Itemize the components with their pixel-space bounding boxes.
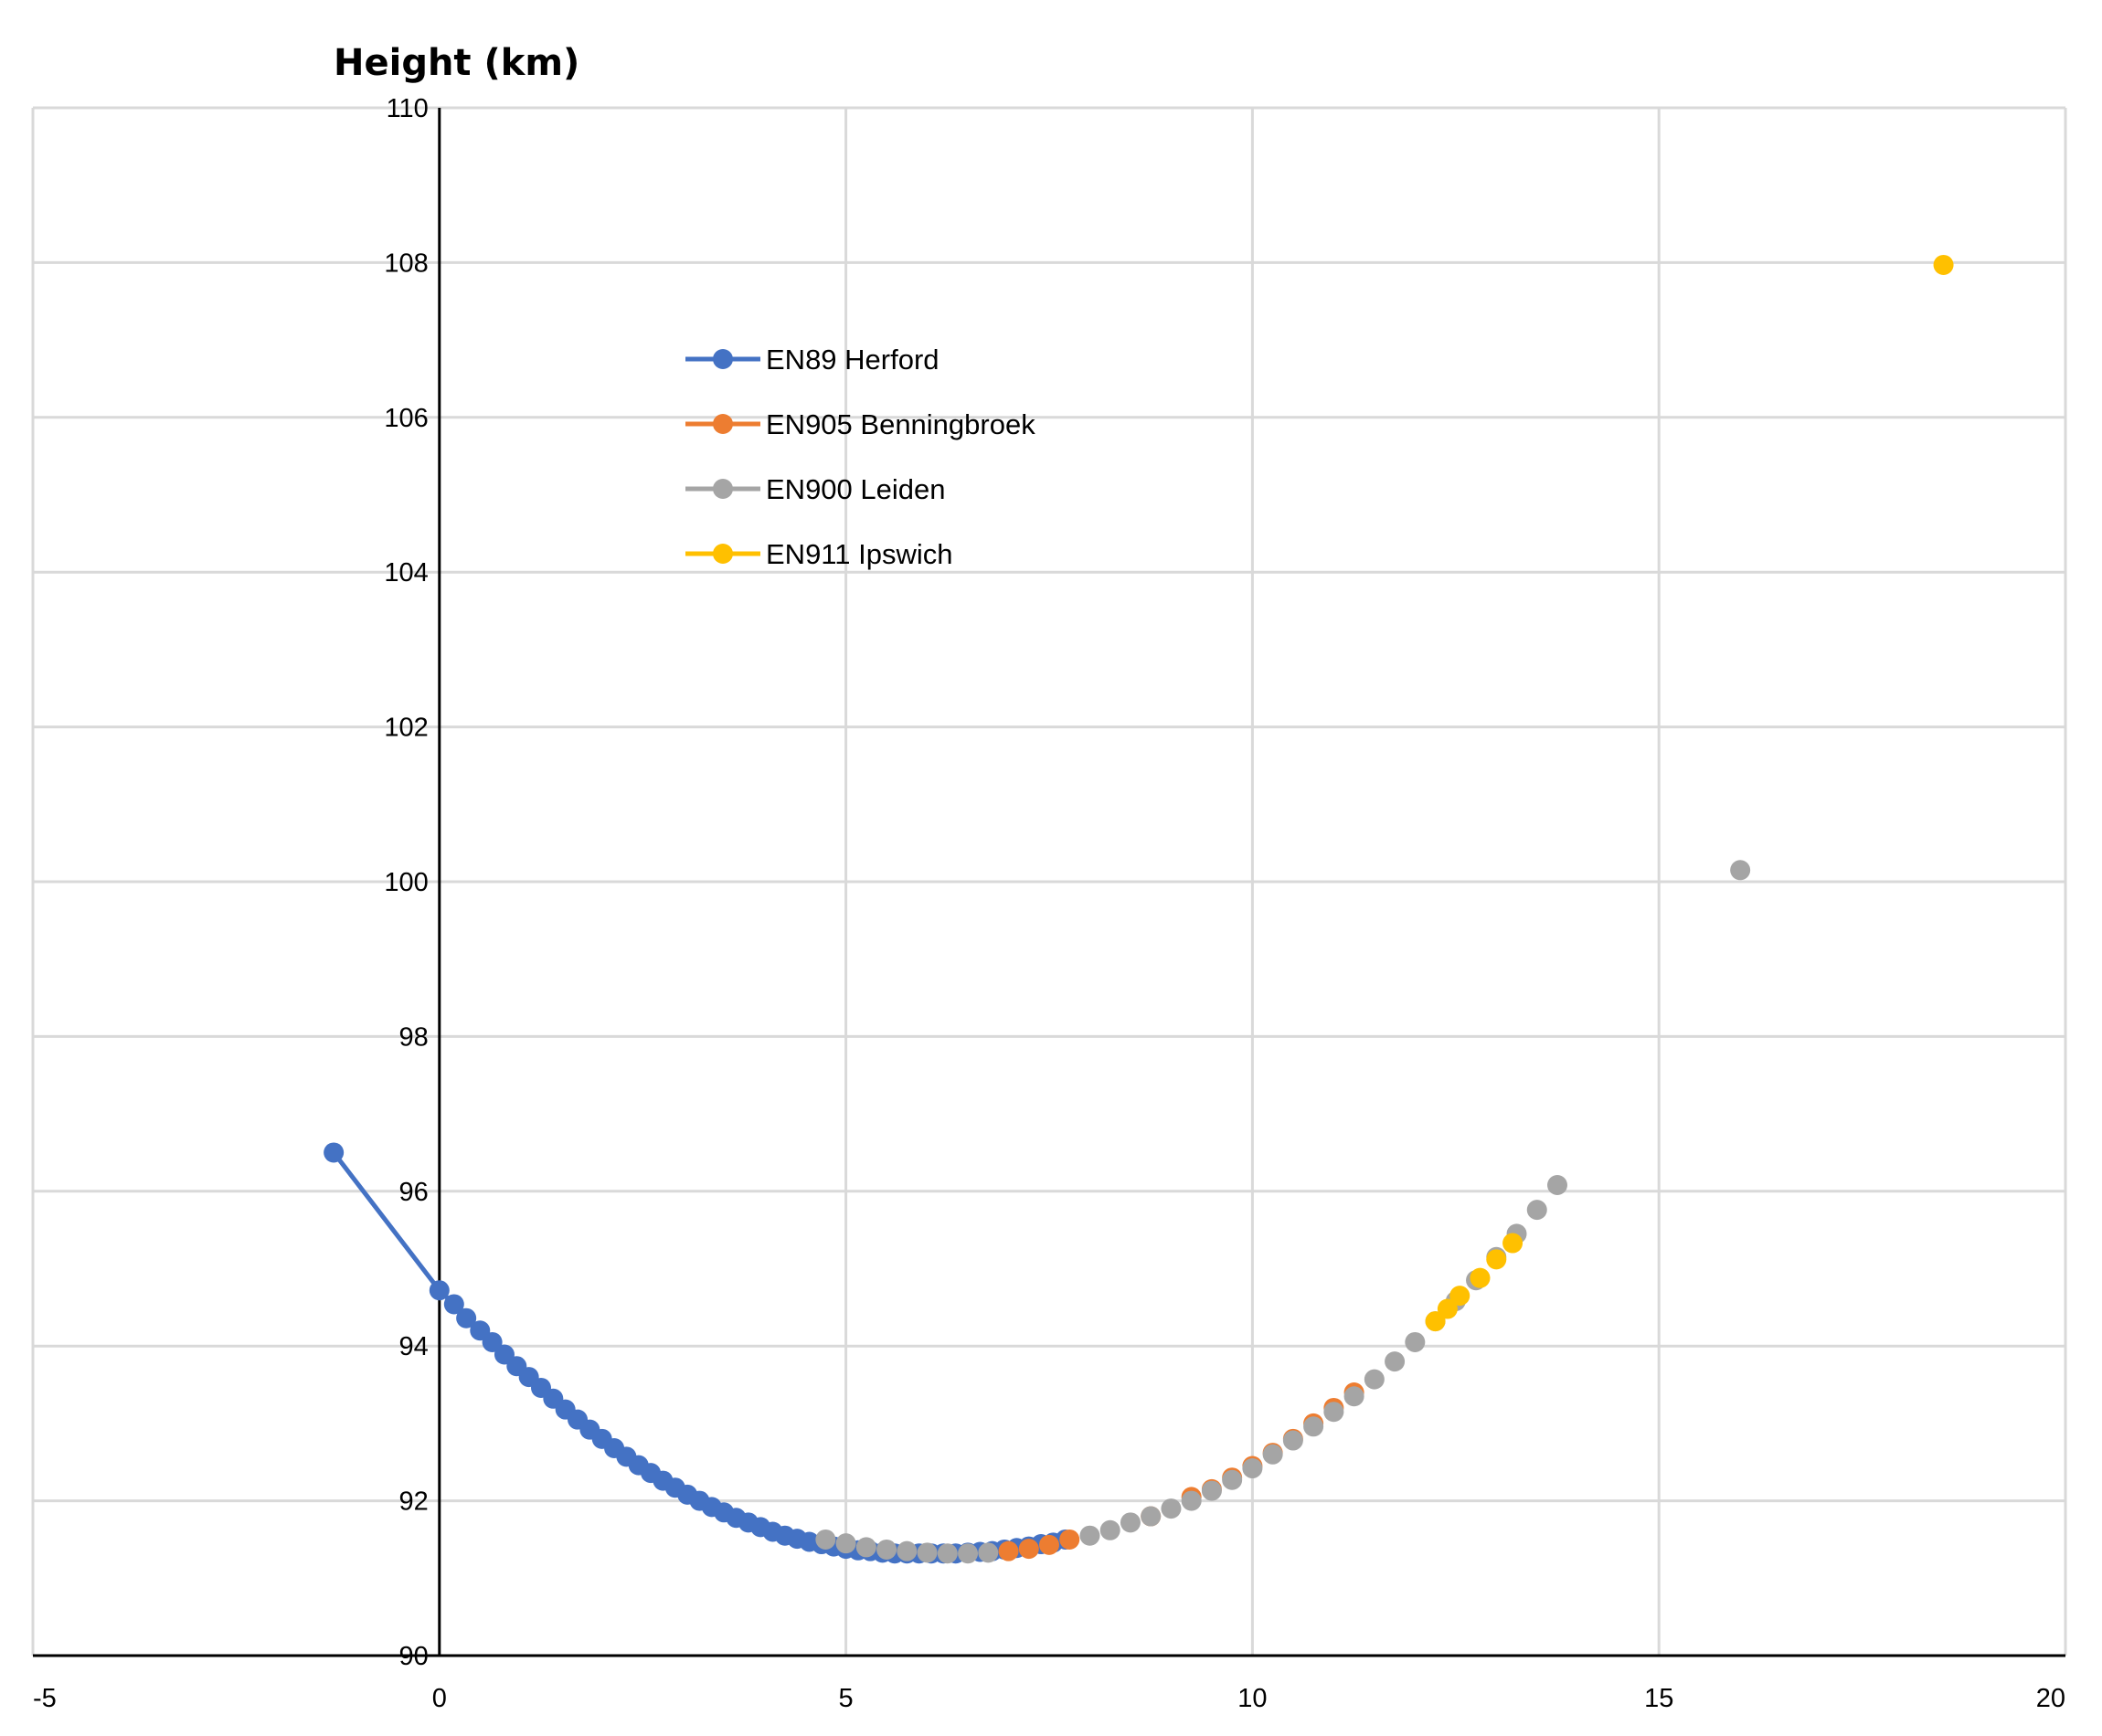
data-point bbox=[835, 1533, 856, 1554]
y-tick-label: 102 bbox=[384, 714, 428, 743]
legend-swatch-marker bbox=[713, 414, 733, 434]
data-point bbox=[917, 1542, 938, 1563]
y-tick-label: 96 bbox=[399, 1178, 429, 1207]
data-point bbox=[1730, 860, 1751, 881]
data-point bbox=[1099, 1519, 1120, 1540]
data-point bbox=[1425, 1311, 1446, 1332]
data-point bbox=[1242, 1458, 1263, 1479]
data-point bbox=[1437, 1298, 1458, 1319]
data-point bbox=[897, 1540, 918, 1561]
y-axis-title: Height (km) bbox=[334, 42, 579, 84]
data-point bbox=[1364, 1369, 1385, 1390]
gridlines bbox=[31, 106, 2067, 1656]
data-point bbox=[429, 1280, 450, 1301]
legend-label: EN89 Herford bbox=[766, 344, 940, 376]
data-point bbox=[456, 1307, 477, 1328]
tick-labels: 90 92 94 96 98 100 102 104 106 108 110 -5 0 5 10 15 20 bbox=[33, 94, 2065, 1713]
data-point bbox=[855, 1537, 876, 1558]
data-point bbox=[1547, 1175, 1567, 1196]
data-point bbox=[937, 1543, 958, 1564]
data-point bbox=[482, 1331, 503, 1352]
data-point bbox=[815, 1529, 836, 1550]
legend: EN89 Herford EN905 Benningbroek EN900 Leid… bbox=[685, 344, 1035, 570]
y-tick-label: 104 bbox=[384, 558, 428, 587]
x-tick-label: 10 bbox=[1237, 1684, 1267, 1713]
data-point bbox=[1079, 1525, 1100, 1546]
y-tick-label: 100 bbox=[384, 868, 428, 897]
data-point bbox=[1933, 254, 1954, 275]
data-point bbox=[876, 1539, 897, 1560]
legend-label: EN911 Ipswich bbox=[766, 538, 952, 570]
data-point bbox=[1526, 1200, 1547, 1221]
legend-swatch-marker bbox=[713, 349, 733, 369]
data-point bbox=[1262, 1444, 1283, 1465]
data-point bbox=[1502, 1233, 1523, 1254]
data-point bbox=[324, 1142, 345, 1163]
data-point bbox=[1449, 1286, 1470, 1307]
data-point bbox=[1018, 1539, 1039, 1560]
data-point bbox=[1039, 1534, 1059, 1555]
y-tick-label: 94 bbox=[399, 1332, 429, 1361]
data-point bbox=[998, 1540, 1019, 1561]
data-point bbox=[1405, 1331, 1426, 1352]
y-tick-label: 98 bbox=[399, 1022, 429, 1052]
y-tick-label: 90 bbox=[399, 1642, 429, 1671]
y-tick-label: 92 bbox=[399, 1487, 429, 1517]
data-point bbox=[1486, 1249, 1507, 1270]
data-point bbox=[1181, 1490, 1202, 1511]
data-point bbox=[1161, 1498, 1182, 1519]
x-tick-label: 20 bbox=[2036, 1684, 2065, 1713]
axes bbox=[33, 108, 2065, 1657]
data-point bbox=[1385, 1351, 1406, 1372]
data-point bbox=[1282, 1430, 1303, 1451]
data-point bbox=[958, 1543, 979, 1564]
x-tick-label: 0 bbox=[432, 1684, 447, 1713]
data-point bbox=[1222, 1469, 1243, 1490]
y-tick-label: 110 bbox=[387, 94, 429, 123]
x-tick-label: 15 bbox=[1644, 1684, 1673, 1713]
series-points bbox=[324, 254, 1954, 1564]
data-point bbox=[1120, 1512, 1141, 1533]
data-point bbox=[1141, 1506, 1162, 1527]
data-point bbox=[1303, 1416, 1324, 1437]
y-tick-label: 108 bbox=[384, 249, 428, 278]
legend-swatch-marker bbox=[713, 479, 733, 499]
data-point bbox=[1059, 1529, 1080, 1550]
data-point bbox=[1470, 1267, 1491, 1288]
x-tick-label: -5 bbox=[33, 1684, 57, 1713]
data-point bbox=[443, 1294, 464, 1315]
legend-label: EN900 Leiden bbox=[766, 473, 946, 505]
data-point bbox=[1323, 1402, 1344, 1423]
legend-swatch-marker bbox=[713, 544, 733, 564]
x-tick-label: 5 bbox=[839, 1684, 854, 1713]
y-tick-label: 106 bbox=[384, 404, 428, 433]
legend-label: EN905 Benningbroek bbox=[766, 408, 1035, 440]
data-point bbox=[1201, 1480, 1222, 1501]
data-point bbox=[1343, 1386, 1364, 1407]
data-point bbox=[978, 1542, 999, 1563]
